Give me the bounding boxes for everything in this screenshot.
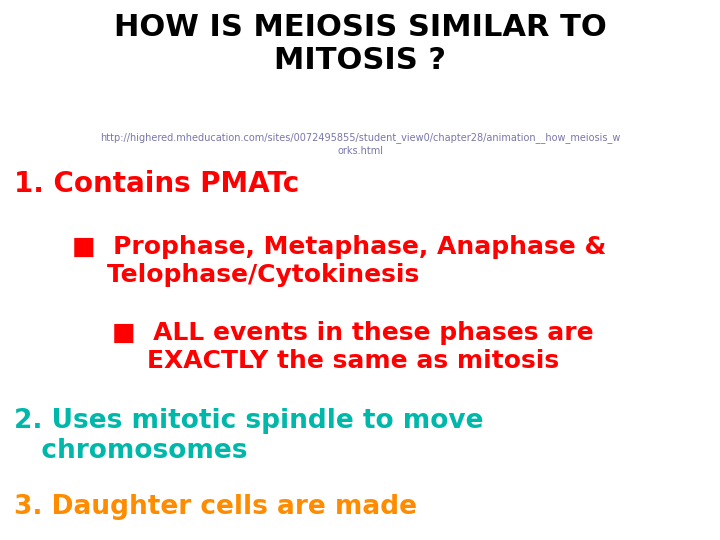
Text: 3. Daughter cells are made: 3. Daughter cells are made	[14, 494, 418, 520]
Text: ■  ALL events in these phases are
    EXACTLY the same as mitosis: ■ ALL events in these phases are EXACTLY…	[112, 321, 593, 373]
Text: http://highered.mheducation.com/sites/0072495855/student_view0/chapter28/animati: http://highered.mheducation.com/sites/00…	[100, 132, 620, 157]
Text: ■  Prophase, Metaphase, Anaphase &
    Telophase/Cytokinesis: ■ Prophase, Metaphase, Anaphase & Teloph…	[72, 235, 606, 287]
Text: 1. Contains PMATc: 1. Contains PMATc	[14, 170, 300, 198]
Text: HOW IS MEIOSIS SIMILAR TO
MITOSIS ?: HOW IS MEIOSIS SIMILAR TO MITOSIS ?	[114, 14, 606, 75]
Text: 2. Uses mitotic spindle to move
   chromosomes: 2. Uses mitotic spindle to move chromoso…	[14, 408, 484, 464]
